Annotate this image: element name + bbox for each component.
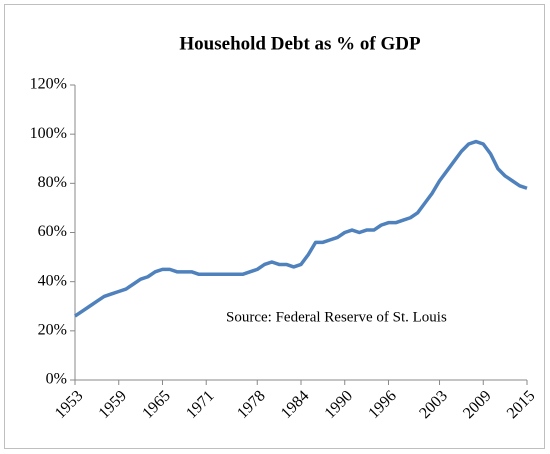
y-tick-label: 20%	[38, 322, 67, 339]
y-tick-label: 40%	[38, 272, 67, 289]
y-tick-label: 100%	[30, 125, 67, 142]
y-tick-label: 0%	[46, 371, 67, 388]
annotation: Source: Federal Reserve of St. Louis	[226, 309, 447, 325]
y-tick-label: 120%	[30, 76, 67, 93]
chart-frame	[4, 4, 545, 449]
chart-title: Household Debt as % of GDP	[179, 33, 421, 54]
line	[74, 139, 528, 318]
y-tick-label: 80%	[38, 174, 67, 191]
y-tick-label: 60%	[38, 223, 67, 240]
